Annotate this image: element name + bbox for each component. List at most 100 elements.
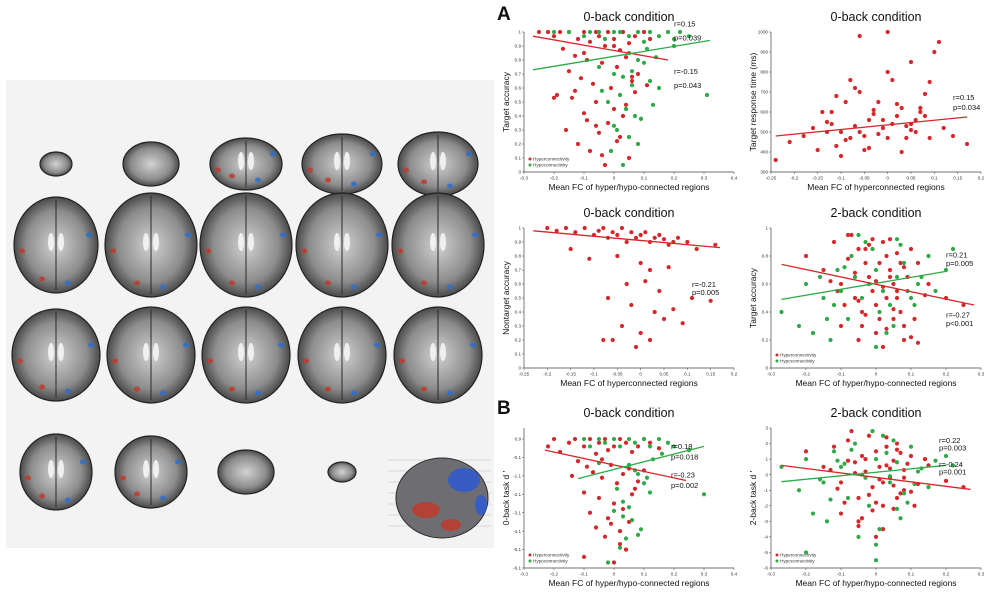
series-points <box>545 225 718 350</box>
data-point <box>641 39 647 44</box>
data-point <box>593 525 599 530</box>
data-point <box>908 335 914 340</box>
y-tick-label: 0.5 <box>515 296 522 301</box>
data-point <box>624 239 629 245</box>
brain-slice <box>391 192 485 298</box>
data-point <box>569 473 575 478</box>
data-point <box>581 111 587 116</box>
data-point <box>572 88 578 93</box>
x-tick-label: -0.1 <box>837 176 845 181</box>
data-point <box>873 267 879 273</box>
data-point <box>620 506 626 512</box>
fit-line-hypoconnectivity <box>781 464 947 483</box>
data-point <box>852 441 858 446</box>
data-point <box>870 508 875 513</box>
activation-blob <box>160 284 166 290</box>
series-hypoconnectivity <box>779 429 956 563</box>
data-point <box>866 274 872 280</box>
data-point <box>873 457 879 462</box>
brain-slices-montage <box>11 131 491 539</box>
activation-blob <box>39 384 45 390</box>
y-tick-label: 1 <box>518 30 521 35</box>
data-point <box>611 508 617 513</box>
y-tick-label: -2.1 <box>513 492 521 497</box>
data-point <box>638 527 644 532</box>
data-point <box>568 246 573 252</box>
data-point <box>901 475 907 480</box>
legend-label: Hyperconnectivity <box>533 157 570 162</box>
data-point <box>624 281 629 287</box>
data-point <box>787 139 792 145</box>
data-point <box>899 105 904 111</box>
data-point <box>859 295 865 301</box>
x-tick-label: 0.1 <box>908 372 915 377</box>
data-point <box>578 76 584 81</box>
data-point <box>842 265 847 270</box>
data-point <box>596 29 602 35</box>
ventricle <box>334 152 340 170</box>
data-point <box>620 514 626 519</box>
x-tick-label: 0.3 <box>978 372 985 377</box>
x-tick-label: -0.2 <box>550 176 558 181</box>
activation-blob <box>403 167 409 173</box>
activation-blob <box>255 177 261 183</box>
y-tick-label: 0.8 <box>515 58 522 63</box>
ventricle <box>440 233 446 251</box>
data-point <box>863 260 868 266</box>
data-point <box>614 127 620 133</box>
fit-line-hyperconnectivity <box>532 35 669 61</box>
x-tick-label: 0.1 <box>908 572 915 577</box>
scatter-plot-a1: 0-back condition -0.3 -0.2 -0.1 0 0.1 0.2 0.3 0.… <box>498 4 743 198</box>
data-point <box>835 267 840 273</box>
data-point <box>587 148 593 154</box>
data-point <box>810 125 816 131</box>
data-point <box>845 256 851 261</box>
ventricle <box>48 343 54 361</box>
data-point <box>581 490 587 495</box>
data-point <box>898 260 903 266</box>
x-tick-label: 0.1 <box>684 372 691 377</box>
ventricle <box>430 152 436 170</box>
brain-slice <box>301 133 383 195</box>
data-point <box>557 29 563 35</box>
data-point <box>838 323 844 329</box>
y-tick-label: 0 <box>518 170 521 175</box>
data-point <box>821 480 826 485</box>
data-point <box>821 267 826 273</box>
data-point <box>584 464 590 469</box>
stat-annotation: p=0.018 <box>671 452 698 461</box>
fit-line-hyperconnectivity <box>781 464 971 491</box>
data-point <box>842 302 847 308</box>
data-point <box>635 532 641 537</box>
data-point <box>870 288 875 294</box>
data-point <box>922 457 928 462</box>
chart-svg-a3: 0-back condition -0.25 -0.2 -0.15 -0.1 -0.05 0… <box>501 206 738 388</box>
ventricle <box>143 233 149 251</box>
data-point <box>885 69 890 75</box>
data-point <box>884 330 889 336</box>
data-point <box>704 92 710 98</box>
data-point <box>866 503 872 508</box>
data-point <box>643 279 648 284</box>
data-point <box>866 117 872 123</box>
fit-line-hypoconnectivity <box>577 445 705 480</box>
data-point <box>943 478 949 483</box>
data-point <box>675 235 681 240</box>
data-point <box>824 316 830 322</box>
data-point <box>870 429 875 434</box>
series-hyperconnectivity <box>803 232 966 350</box>
stat-annotation: p=0.039 <box>674 33 701 42</box>
data-point <box>608 148 614 154</box>
y-tick-label: 900 <box>760 50 768 55</box>
data-point <box>650 102 656 107</box>
activation-blob <box>134 280 140 286</box>
activation-blob <box>183 342 189 348</box>
data-point <box>926 281 931 287</box>
x-tick-label: 0.2 <box>943 572 950 577</box>
legend-swatch <box>528 553 532 557</box>
stat-annotation: p<0.001 <box>946 319 973 328</box>
data-point <box>623 547 629 552</box>
data-point <box>880 117 886 123</box>
data-point <box>626 155 632 161</box>
data-point <box>611 43 617 49</box>
